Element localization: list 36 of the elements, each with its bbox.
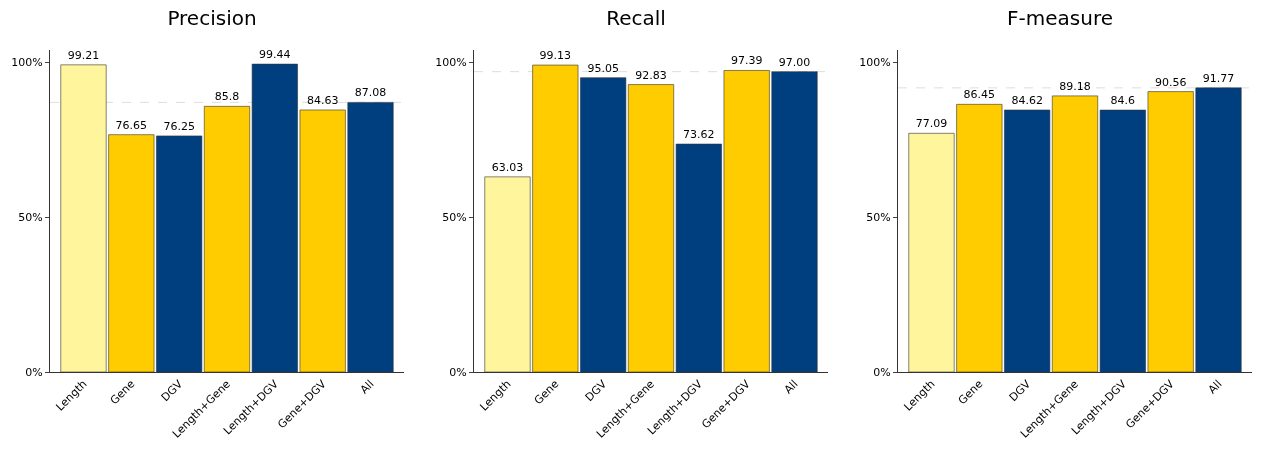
data-label: 97.39 bbox=[730, 54, 763, 68]
chart-title: Precision bbox=[167, 6, 257, 30]
chart-title: Recall bbox=[606, 6, 666, 30]
y-tick-label: 50% bbox=[18, 211, 43, 225]
y-tick-label: 50% bbox=[442, 211, 467, 225]
x-tick-label: All bbox=[357, 377, 377, 397]
y-tick-label: 100% bbox=[859, 56, 891, 70]
data-label: 73.62 bbox=[683, 128, 715, 142]
data-label: 89.18 bbox=[1059, 79, 1091, 93]
data-label: 85.8 bbox=[214, 90, 240, 104]
data-label: 76.25 bbox=[163, 119, 195, 133]
x-tick-label: All bbox=[781, 377, 801, 397]
data-label: 77.09 bbox=[915, 117, 948, 131]
data-label: 87.08 bbox=[354, 86, 387, 100]
y-tick-label: 0% bbox=[25, 365, 43, 379]
x-tick-label: All bbox=[1205, 377, 1225, 397]
data-label: 99.13 bbox=[539, 49, 572, 63]
data-label: 84.6 bbox=[1110, 94, 1136, 108]
y-tick-label: 50% bbox=[866, 211, 891, 225]
y-tick-label: 0% bbox=[873, 365, 891, 379]
y-tick-label: 100% bbox=[435, 56, 467, 70]
data-label: 63.03 bbox=[491, 160, 524, 174]
data-label: 97.00 bbox=[778, 55, 811, 69]
data-label: 76.65 bbox=[115, 118, 148, 132]
y-tick-label: 100% bbox=[11, 56, 43, 70]
data-label: 91.77 bbox=[1202, 71, 1235, 85]
data-label: 92.83 bbox=[635, 68, 667, 82]
data-label: 84.62 bbox=[1011, 94, 1043, 107]
data-label: 86.45 bbox=[963, 88, 996, 102]
data-label: 99.44 bbox=[259, 48, 291, 62]
data-label: 99.21 bbox=[67, 48, 100, 62]
y-tick-label: 0% bbox=[449, 365, 467, 379]
chart-title: F-measure bbox=[1007, 6, 1113, 30]
data-label: 90.56 bbox=[1154, 75, 1187, 89]
data-label: 95.05 bbox=[587, 61, 619, 75]
data-label: 84.63 bbox=[306, 93, 339, 107]
